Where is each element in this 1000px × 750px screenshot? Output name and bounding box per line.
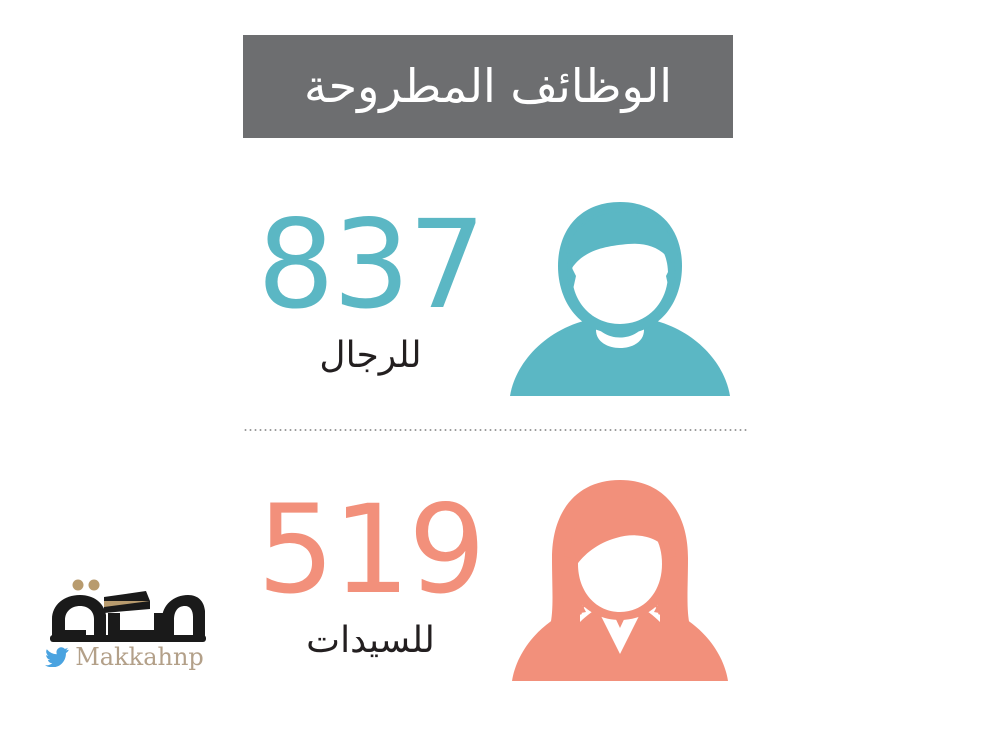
- twitter-bird-icon: [45, 647, 69, 667]
- avatar-wrap-women: [498, 468, 738, 683]
- male-avatar-icon: [510, 201, 730, 396]
- stat-value-men: 837: [257, 194, 486, 337]
- page-title: الوظائف المطروحة: [303, 59, 673, 114]
- title-banner: الوظائف المطروحة: [243, 35, 733, 138]
- stat-textblock-women: 519 للسيدات: [243, 488, 498, 661]
- avatar-wrap-men: [498, 183, 738, 398]
- stat-label-women: للسيدات: [306, 619, 435, 661]
- stat-textblock-men: 837 للرجال: [243, 203, 498, 376]
- makkah-logo[interactable]: Makkahnp: [42, 575, 207, 673]
- stat-row-men: 837 للرجال: [243, 175, 748, 405]
- makkah-wordmark-icon: [50, 579, 206, 642]
- stat-label-men: للرجال: [319, 334, 422, 376]
- stat-row-women: 519 للسيدات: [243, 460, 748, 690]
- section-divider: [243, 429, 748, 431]
- twitter-handle[interactable]: Makkahnp: [42, 645, 207, 669]
- stat-value-women: 519: [257, 479, 486, 622]
- twitter-handle-text: Makkahnp: [75, 643, 204, 671]
- female-avatar-icon: [512, 479, 728, 681]
